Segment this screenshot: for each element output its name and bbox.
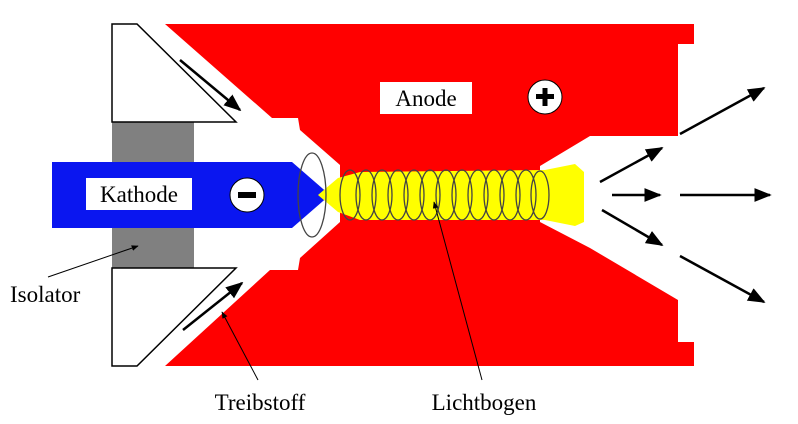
treibstoff-label: Treibstoff xyxy=(215,390,306,415)
isolator-label: Isolator xyxy=(10,282,81,307)
lichtbogen-leader xyxy=(432,201,483,381)
insulator-wedge-top xyxy=(111,23,238,123)
isolator-leader xyxy=(47,245,139,278)
flow-arrow-icon xyxy=(179,59,242,112)
flow-arrow-icon xyxy=(599,146,664,184)
minus-icon xyxy=(229,177,265,213)
flow-arrow-icon xyxy=(679,86,766,136)
kathode-label: Kathode xyxy=(100,182,178,207)
flow-arrow-icon xyxy=(679,254,766,304)
coil-icon xyxy=(297,152,550,238)
anode-label-box xyxy=(380,82,472,114)
lichtbogen-label: Lichtbogen xyxy=(432,390,537,415)
kathode-label-box xyxy=(86,178,192,210)
plus-icon xyxy=(527,79,563,115)
anode-label: Anode xyxy=(395,86,456,111)
treibstoff-leader xyxy=(221,311,259,381)
flow-arrow-icon xyxy=(182,281,244,331)
insulator-wedge-bottom xyxy=(111,267,238,367)
flow-arrow-icon xyxy=(601,208,664,247)
